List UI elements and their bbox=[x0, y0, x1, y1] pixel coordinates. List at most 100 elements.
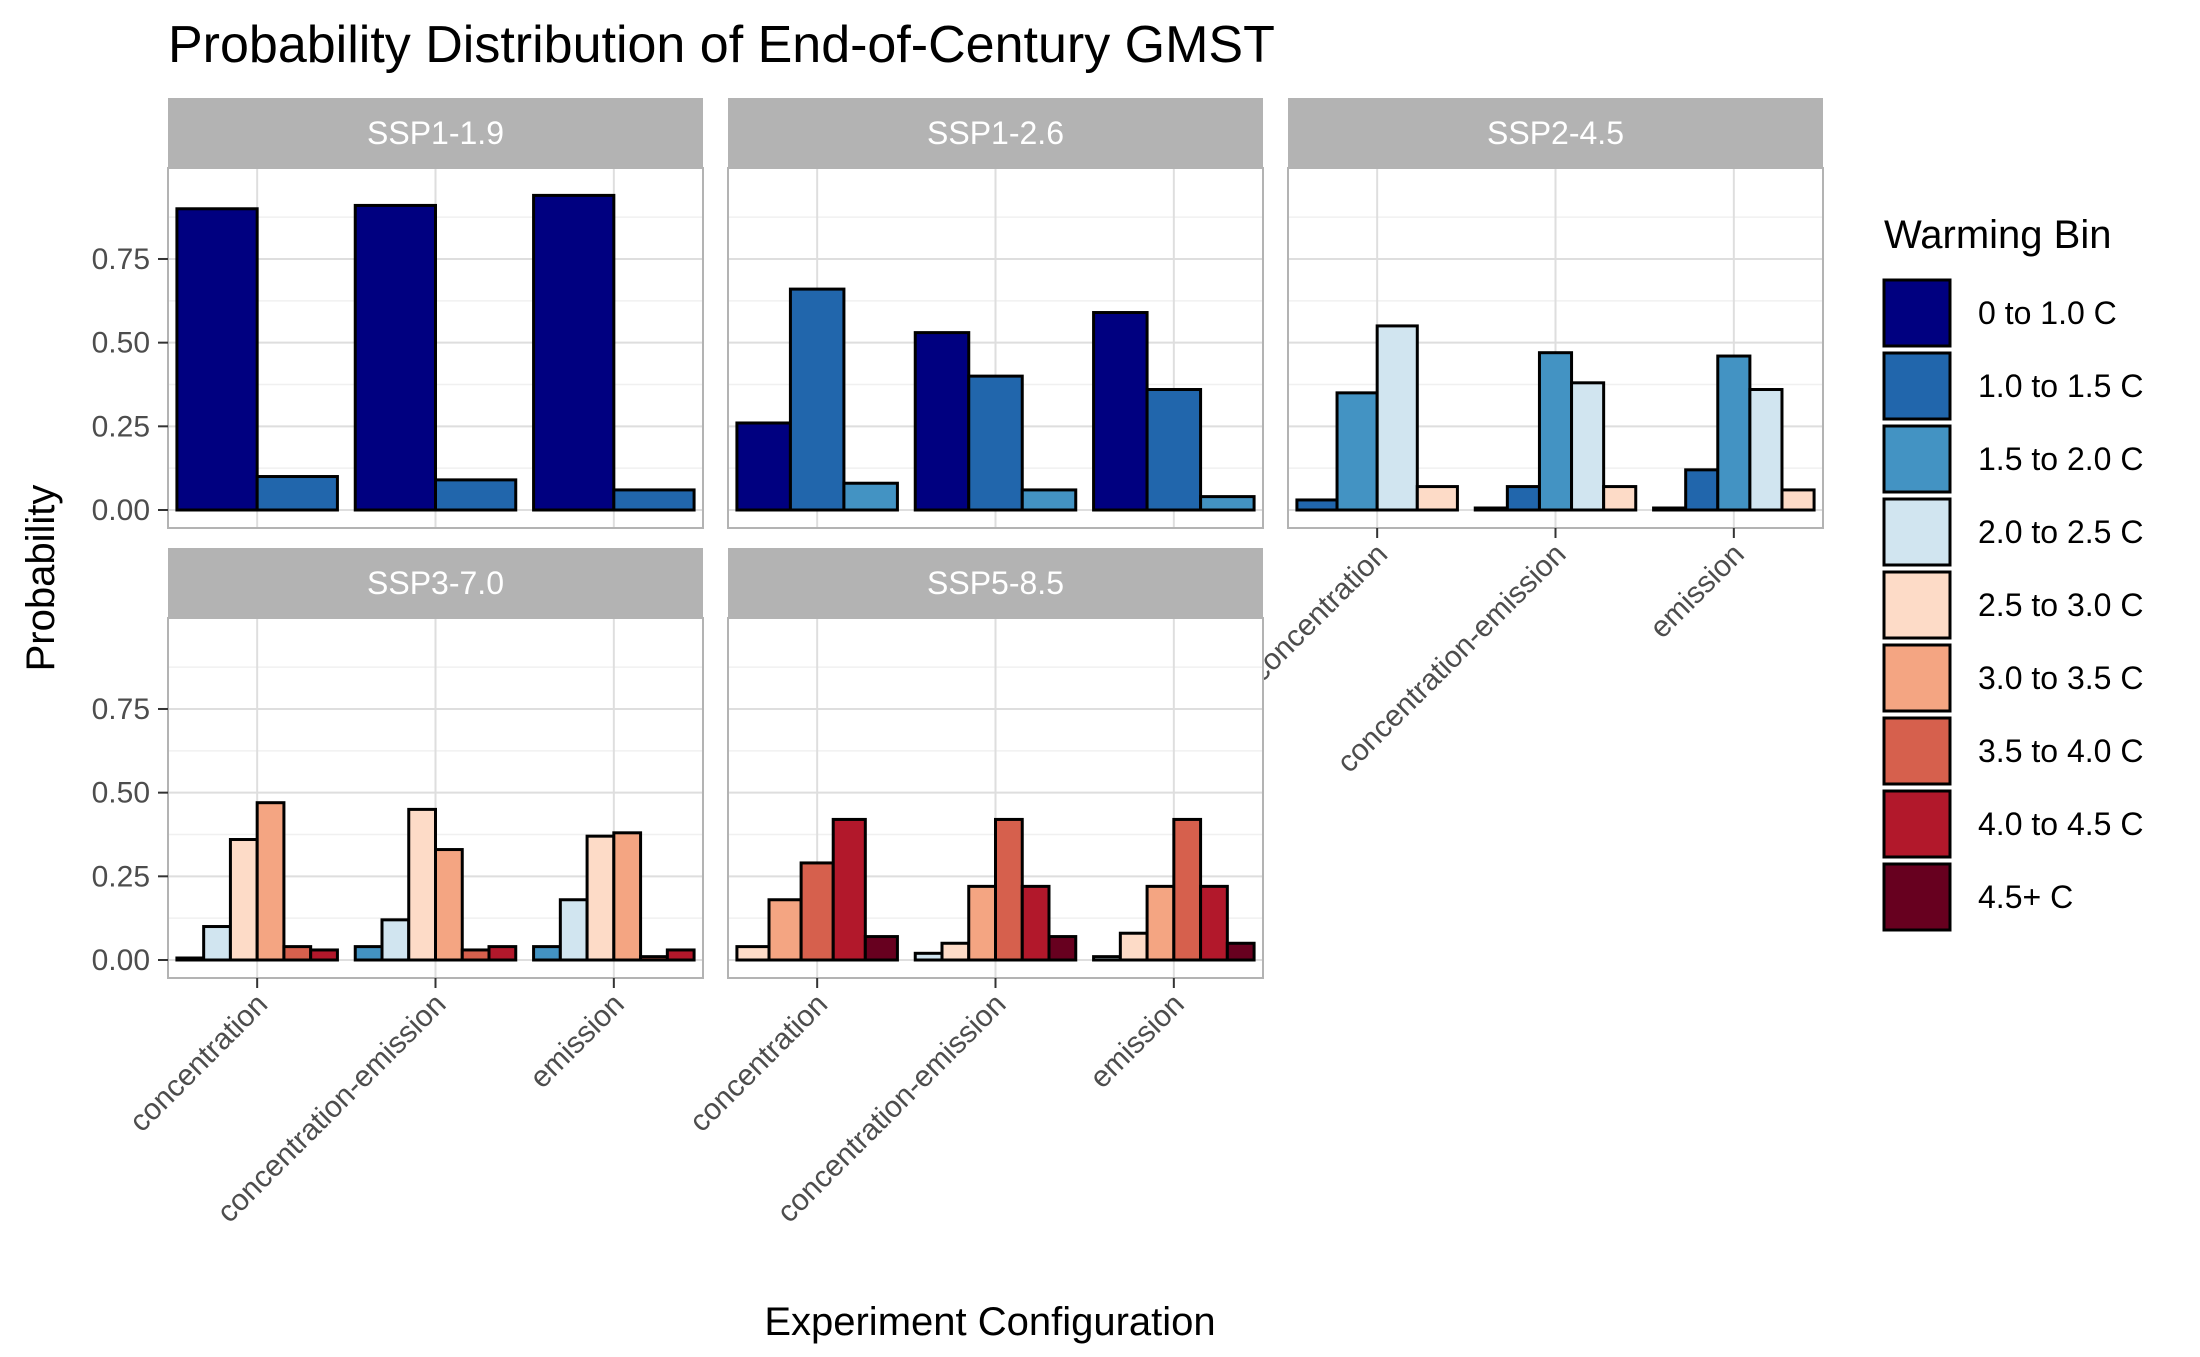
x-tick-label: emission bbox=[524, 988, 631, 1095]
legend-key bbox=[1882, 424, 1952, 494]
bar-ssp1-2.6-concentration-2 bbox=[842, 481, 899, 512]
bar-ssp3-7.0-emission-6 bbox=[639, 955, 669, 962]
bar-ssp1-1.9-concentration-0 bbox=[175, 207, 259, 512]
bar-ssp1-1.9-emission-1 bbox=[612, 488, 696, 512]
bar-ssp3-7.0-emission-7 bbox=[665, 948, 696, 962]
bar-ssp3-7.0-concentration-emission-2 bbox=[353, 945, 384, 962]
bar-ssp5-8.5-emission-8 bbox=[1225, 941, 1256, 962]
panel-border bbox=[727, 167, 1264, 529]
x-tick-label: emission bbox=[1084, 988, 1191, 1095]
bar-ssp2-4.5-concentration-emission-4 bbox=[1602, 485, 1638, 512]
y-tick-label: 0.25 bbox=[92, 860, 150, 893]
bar-ssp3-7.0-emission-3 bbox=[558, 898, 589, 962]
y-tick-label: 0.25 bbox=[92, 410, 150, 443]
bar-ssp2-4.5-emission-0 bbox=[1652, 506, 1688, 512]
y-axis-title: Probability bbox=[19, 485, 63, 672]
bar-ssp5-8.5-concentration-6 bbox=[799, 861, 835, 962]
bar-ssp3-7.0-concentration-emission-4 bbox=[407, 807, 437, 962]
bar-ssp1-2.6-concentration-0 bbox=[735, 421, 792, 512]
bar-ssp1-1.9-concentration-emission-0 bbox=[353, 203, 437, 512]
x-tick-label: concentration bbox=[123, 988, 274, 1139]
bar-ssp2-4.5-emission-3 bbox=[1748, 388, 1784, 512]
bar-ssp2-4.5-concentration-2 bbox=[1335, 391, 1379, 512]
facet-strip bbox=[728, 98, 1263, 168]
legend-label: 4.5+ C bbox=[1978, 879, 2073, 915]
facet-strip bbox=[1288, 98, 1823, 168]
legend-label: 2.0 to 2.5 C bbox=[1978, 514, 2143, 550]
bar-ssp3-7.0-emission-5 bbox=[612, 831, 643, 962]
x-tick-label: concentration bbox=[1243, 538, 1394, 689]
legend-label: 3.0 to 3.5 C bbox=[1978, 660, 2143, 696]
legend-label: 1.5 to 2.0 C bbox=[1978, 441, 2143, 477]
y-tick-label: 0.50 bbox=[92, 777, 150, 810]
legend-key bbox=[1882, 278, 1952, 348]
bar-ssp5-8.5-concentration-emission-3 bbox=[913, 951, 944, 962]
bar-ssp3-7.0-concentration-emission-7 bbox=[487, 945, 518, 962]
bar-ssp5-8.5-emission-5 bbox=[1145, 884, 1176, 962]
bar-ssp2-4.5-concentration-3 bbox=[1375, 324, 1419, 512]
facet-panel-ssp1-1.9: SSP1-1.9 0.00 0.25 0.50 0.75 bbox=[92, 98, 704, 529]
bar-ssp3-7.0-concentration-6 bbox=[282, 945, 313, 962]
facet-strip bbox=[728, 548, 1263, 618]
y-tick-label: 0.00 bbox=[92, 494, 150, 527]
bar-ssp3-7.0-emission-4 bbox=[585, 834, 616, 962]
facet-panel-ssp3-7.0: SSP3-7.00.000.250.500.75concentrationcon… bbox=[92, 548, 704, 1229]
facet-strip-label: SSP1-2.6 bbox=[927, 115, 1064, 151]
bar-ssp3-7.0-emission-2 bbox=[532, 945, 562, 962]
facet-panel-ssp5-8.5: SSP5-8.5concentrationconcentration-emiss… bbox=[683, 548, 1264, 1229]
legend-label: 3.5 to 4.0 C bbox=[1978, 733, 2143, 769]
x-tick-label: concentration bbox=[683, 988, 834, 1139]
legend-key bbox=[1882, 789, 1952, 859]
x-axis-title: Experiment Configuration bbox=[764, 1300, 1215, 1344]
bar-ssp2-4.5-concentration-emission-1 bbox=[1505, 485, 1541, 512]
bar-ssp1-2.6-concentration-emission-1 bbox=[967, 374, 1024, 512]
bar-ssp1-2.6-emission-0 bbox=[1092, 311, 1149, 512]
bar-ssp2-4.5-concentration-emission-3 bbox=[1570, 381, 1606, 512]
bar-ssp1-2.6-emission-2 bbox=[1199, 495, 1256, 512]
facet-strip-label: SSP2-4.5 bbox=[1487, 115, 1624, 151]
legend-label: 4.0 to 4.5 C bbox=[1978, 806, 2143, 842]
bar-ssp2-4.5-emission-1 bbox=[1684, 468, 1720, 512]
bar-ssp5-8.5-concentration-emission-6 bbox=[994, 817, 1024, 962]
bar-ssp5-8.5-emission-6 bbox=[1172, 817, 1203, 962]
bar-ssp3-7.0-concentration-emission-6 bbox=[460, 948, 491, 962]
facet-strip-label: SSP5-8.5 bbox=[927, 565, 1064, 601]
bar-ssp1-1.9-concentration-1 bbox=[255, 475, 339, 512]
x-tick-label: emission bbox=[1644, 538, 1751, 645]
bar-ssp5-8.5-concentration-emission-7 bbox=[1020, 884, 1051, 962]
bar-ssp3-7.0-concentration-4 bbox=[228, 838, 259, 962]
legend-key bbox=[1882, 570, 1952, 640]
y-tick-label: 0.75 bbox=[92, 693, 150, 726]
bar-ssp1-2.6-concentration-1 bbox=[788, 287, 846, 512]
chart-title: Probability Distribution of End-of-Centu… bbox=[168, 16, 1275, 74]
panel-border bbox=[167, 167, 704, 529]
bar-ssp3-7.0-concentration-emission-3 bbox=[380, 918, 411, 962]
bar-ssp3-7.0-concentration-3 bbox=[202, 925, 232, 962]
bar-ssp3-7.0-concentration-5 bbox=[255, 801, 286, 962]
bar-ssp5-8.5-concentration-emission-8 bbox=[1047, 935, 1078, 962]
facet-strip bbox=[168, 98, 703, 168]
bar-ssp1-1.9-concentration-emission-1 bbox=[434, 478, 518, 512]
bar-ssp5-8.5-concentration-7 bbox=[831, 817, 867, 962]
bar-ssp3-7.0-concentration-7 bbox=[309, 948, 339, 962]
bar-ssp2-4.5-emission-4 bbox=[1780, 488, 1816, 512]
legend-key bbox=[1882, 716, 1952, 786]
bar-ssp5-8.5-concentration-8 bbox=[863, 935, 899, 962]
bar-ssp5-8.5-concentration-emission-4 bbox=[940, 941, 971, 962]
bar-ssp1-2.6-concentration-emission-0 bbox=[913, 331, 971, 512]
legend-key bbox=[1882, 351, 1952, 421]
bar-ssp1-2.6-concentration-emission-2 bbox=[1020, 488, 1078, 512]
bar-ssp5-8.5-emission-3 bbox=[1092, 955, 1122, 962]
bar-ssp2-4.5-emission-2 bbox=[1716, 354, 1752, 512]
bar-ssp1-2.6-emission-1 bbox=[1145, 388, 1203, 512]
bar-ssp5-8.5-concentration-5 bbox=[767, 898, 803, 962]
bar-ssp3-7.0-concentration-1 bbox=[175, 956, 206, 962]
facet-strip bbox=[168, 548, 703, 618]
bar-ssp2-4.5-concentration-emission-2 bbox=[1537, 351, 1574, 512]
facet-panels: SSP1-1.9 0.00 0.25 0.50 0.75 SSP1-2.6 SSP2-4.5… bbox=[92, 98, 1824, 1229]
facet-panel-ssp2-4.5: SSP2-4.5concentrationconcentration-emiss… bbox=[1243, 98, 1824, 779]
bar-ssp2-4.5-concentration-1 bbox=[1295, 498, 1339, 512]
legend-label: 1.0 to 1.5 C bbox=[1978, 368, 2143, 404]
